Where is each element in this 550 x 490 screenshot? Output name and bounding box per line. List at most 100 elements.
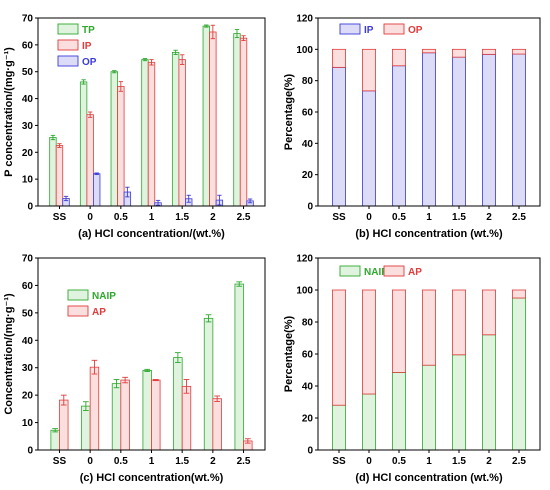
- legend-c: NAIP AP: [67, 289, 116, 318]
- bar-b-op-2: [391, 48, 406, 67]
- bar-c-naip-0: [50, 429, 60, 451]
- x-axis-title: (d) HCl concentration (wt.%): [355, 472, 503, 484]
- bar-d-ap-1: [361, 289, 376, 395]
- y-tick-label: 80: [302, 318, 314, 329]
- bar-c-ap-3: [151, 379, 161, 451]
- x-tick-label: 0: [87, 456, 93, 467]
- bar-d-naip-1: [361, 393, 376, 451]
- y-tick-label: 20: [302, 414, 314, 425]
- legend-label-ap: AP: [408, 267, 422, 278]
- x-tick-label: 2: [210, 456, 216, 467]
- y-tick-label: 60: [22, 281, 34, 292]
- bar-c-naip-3: [142, 370, 152, 451]
- chart-a: 0 10 20 30 40 50 60 70 SS 0 0.5 1 1.5 2 2.5 (a) HCl con…: [3, 14, 266, 240]
- legend-a: TP IP OP: [57, 23, 97, 68]
- chart-b: 0 20 40 60 80 100 120 SS 0 0.5 1 1.5 2 2.5 (b) HCl con…: [283, 14, 541, 240]
- bar-a-ip-3: [147, 61, 156, 207]
- y-tick-label: 20: [22, 391, 34, 402]
- legend-label-naip: NAIP: [92, 291, 116, 302]
- x-tick-label: 1.5: [452, 212, 466, 223]
- y-tick-label: 40: [22, 336, 34, 347]
- bar-d-ap-5: [481, 289, 496, 336]
- y-tick-label: 60: [302, 108, 314, 119]
- chart-c: 0 10 20 30 40 50 60 70 SS 0 0.5 1 1.5 2 2.5 (c) HCl con…: [3, 254, 266, 484]
- bar-d-naip-2: [391, 371, 406, 451]
- y-tick-label: 10: [22, 175, 34, 186]
- legend-swatch-naip: [339, 265, 361, 277]
- bar-a-tp-1: [79, 81, 88, 207]
- legend-swatch-ip: [339, 23, 361, 35]
- bar-b-op-3: [421, 48, 436, 54]
- bar-a-tp-6: [233, 33, 241, 207]
- bar-b-op-1: [361, 48, 376, 92]
- x-tick-label: 1.5: [452, 456, 466, 467]
- y-tick-label: 100: [296, 45, 313, 56]
- y-axis-title: P concentration/(mg·g⁻¹): [3, 47, 15, 177]
- x-tick-label: 0.5: [114, 456, 128, 467]
- bar-d-naip-3: [421, 364, 436, 451]
- bar-d-ap-2: [391, 289, 406, 373]
- bar-a-op-1: [93, 173, 101, 207]
- y-tick-label: 10: [22, 418, 34, 429]
- bar-a-ip-6: [239, 37, 248, 207]
- bar-d-naip-6: [512, 297, 527, 451]
- x-tick-label: 1: [149, 212, 155, 223]
- y-axis-title: Concentration/(mg·g⁻¹): [3, 293, 15, 415]
- legend-swatch-op: [57, 55, 79, 67]
- x-tick-label: 1: [426, 456, 432, 467]
- bar-c-naip-5: [203, 317, 214, 451]
- x-tick-label: SS: [332, 456, 346, 467]
- x-tick-label: 2: [486, 456, 492, 467]
- legend-label-op: OP: [408, 25, 423, 36]
- bar-b-op-5: [481, 48, 496, 55]
- chart-d: 0 20 40 60 80 100 120 SS 0 0.5 1 1.5 2 2.5 (d) HCl con…: [283, 254, 541, 484]
- bar-b-ip-0: [331, 66, 346, 207]
- y-tick-label: 70: [22, 254, 34, 265]
- legend-swatch-ap: [67, 305, 89, 317]
- bar-a-ip-2: [117, 86, 125, 207]
- bar-d-naip-4: [451, 354, 466, 451]
- bar-a-ip-4: [178, 59, 186, 207]
- y-tick-label: 60: [22, 40, 34, 51]
- legend-label-naip: NAIP: [364, 267, 388, 278]
- x-tick-label: 0: [366, 212, 372, 223]
- bar-a-tp-4: [171, 51, 180, 207]
- legend-swatch-tp: [57, 23, 79, 35]
- bar-a-tp-0: [49, 137, 57, 207]
- bar-d-naip-0: [331, 404, 346, 451]
- y-tick-label: 30: [22, 121, 34, 132]
- bar-d-naip-5: [481, 334, 496, 451]
- bar-c-ap-2: [120, 379, 130, 451]
- bar-b-ip-5: [481, 53, 496, 207]
- y-tick-label: 70: [22, 14, 34, 25]
- bar-a-ip-0: [55, 145, 64, 207]
- bar-c-ap-0: [59, 399, 69, 451]
- bar-a-ip-5: [209, 31, 217, 207]
- x-tick-label: 0: [366, 456, 372, 467]
- y-tick-label: 0: [27, 202, 33, 213]
- y-tick-label: 50: [22, 67, 34, 78]
- bar-b-op-0: [331, 48, 346, 68]
- legend-swatch-naip: [67, 289, 89, 301]
- bar-d-ap-3: [421, 289, 436, 366]
- y-axis-title: Percentage(%): [283, 315, 295, 392]
- bar-d-ap-6: [512, 289, 527, 299]
- x-tick-label: 1: [426, 212, 432, 223]
- bar-c-naip-2: [111, 383, 122, 451]
- x-tick-label: 1.5: [175, 456, 189, 467]
- bar-c-ap-5: [212, 398, 222, 451]
- bar-b-ip-6: [512, 53, 527, 207]
- legend-label-tp: TP: [82, 25, 95, 36]
- y-tick-label: 0: [307, 446, 313, 457]
- bar-a-tp-3: [141, 59, 149, 207]
- y-tick-label: 50: [22, 308, 34, 319]
- legend-d: NAIP AP: [339, 265, 422, 278]
- bar-c-ap-4: [181, 385, 192, 451]
- x-tick-label: SS: [53, 456, 67, 467]
- bar-d-ap-0: [331, 289, 346, 406]
- legend-swatch-op: [383, 23, 405, 35]
- legend-label-ap: AP: [92, 307, 106, 318]
- x-axis-title: (a) HCl concentration/(wt.%): [78, 228, 225, 240]
- y-tick-label: 0: [307, 202, 313, 213]
